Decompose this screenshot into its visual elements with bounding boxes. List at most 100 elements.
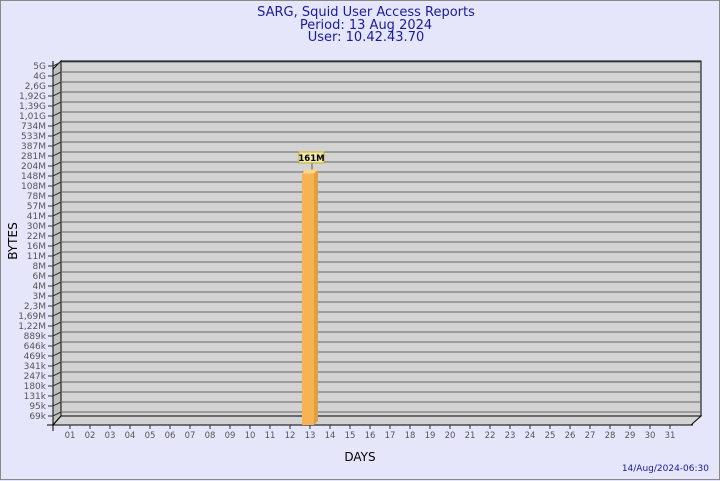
x-tick-label: 20 [445, 431, 456, 441]
y-tick-label: 30M [27, 222, 46, 232]
y-tick-label: 11M [27, 252, 46, 262]
bar-top [302, 169, 318, 174]
x-tick-label: 06 [165, 431, 176, 441]
y-tick-label: 247k [24, 372, 47, 382]
y-tick-label: 148M [21, 172, 46, 182]
y-tick [48, 411, 62, 417]
x-tick-label: 12 [285, 431, 296, 441]
x-tick-label: 24 [525, 431, 536, 441]
x-tick-label: 09 [225, 431, 236, 441]
gridlines [61, 61, 701, 413]
y-tick [48, 231, 62, 237]
x-tick-label: 30 [645, 431, 656, 441]
y-tick [48, 171, 62, 177]
x-tick-label: 21 [465, 431, 476, 441]
y-tick-label: 16M [27, 242, 46, 252]
y-tick [48, 321, 62, 327]
y-tick [48, 81, 62, 87]
y-tick-label: 4G [33, 72, 46, 82]
y-tick [48, 221, 62, 227]
y-tick-label: 2,6G [25, 82, 46, 92]
y-tick-label: 469k [24, 352, 47, 362]
y-tick-label: 131k [24, 392, 47, 402]
x-tick-label: 11 [265, 431, 276, 441]
y-tick [48, 131, 62, 137]
generated-timestamp: 14/Aug/2024-06:30 [622, 464, 709, 474]
x-tick-label: 01 [65, 431, 76, 441]
y-tick-label: 1,69M [18, 312, 46, 322]
x-tick-label: 17 [385, 431, 396, 441]
x-tick-label: 14 [325, 431, 336, 441]
y-tick [48, 401, 62, 407]
y-tick-label: 281M [21, 152, 46, 162]
x-tick-label: 02 [85, 431, 96, 441]
plot-area [47, 59, 703, 431]
x-tick-label: 07 [185, 431, 196, 441]
x-tick-label: 26 [565, 431, 576, 441]
y-tick-label: 78M [27, 192, 46, 202]
data-label-box [298, 151, 325, 164]
x-tick-label: 29 [625, 431, 636, 441]
y-tick-label: 1,39G [19, 102, 46, 112]
y-tick [48, 261, 62, 267]
y-tick-label: 3M [33, 292, 47, 302]
x-tick-label: 19 [425, 431, 436, 441]
y-tick-label: 95k [29, 402, 46, 412]
y-tick [48, 191, 62, 197]
y-axis: 5G4G2,6G1,92G1,39G1,01G734M533M387M281M2… [18, 61, 62, 422]
x-tick-label: 13 [305, 431, 316, 441]
y-tick-label: 57M [27, 202, 46, 212]
y-tick-label: 6M [33, 272, 47, 282]
y-tick [48, 241, 62, 247]
x-tick-label: 05 [145, 431, 156, 441]
y-tick [48, 141, 62, 147]
y-tick [48, 311, 62, 317]
y-tick [48, 101, 62, 107]
x-tick-label: 22 [485, 431, 496, 441]
y-tick [48, 121, 62, 127]
y-tick-label: 1,01G [19, 112, 46, 122]
y-tick-label: 204M [21, 162, 46, 172]
bars: 161M [298, 151, 325, 425]
y-tick-label: 387M [21, 142, 46, 152]
floor [51, 415, 703, 426]
bar-side [314, 169, 318, 425]
y-tick-label: 22M [27, 232, 46, 242]
y-tick [48, 351, 62, 357]
y-tick-label: 180k [24, 382, 47, 392]
x-tick-label: 03 [105, 431, 116, 441]
y-tick-label: 889k [24, 332, 47, 342]
y-tick [48, 271, 62, 277]
y-tick-label: 108M [21, 182, 46, 192]
y-tick-label: 4M [33, 282, 47, 292]
y-tick [48, 291, 62, 297]
x-tick-label: 08 [205, 431, 216, 441]
x-axis: 01 02 03 04 05 06 07 08 09 10 11 12 13 14 15 16 17 18 19 20… [65, 425, 675, 441]
y-tick [48, 381, 62, 387]
y-tick [48, 301, 62, 307]
x-tick-label: 16 [365, 431, 376, 441]
y-tick [48, 211, 62, 217]
y-tick [48, 61, 62, 67]
y-tick-label: 734M [21, 122, 46, 132]
data-label: 161M [298, 154, 324, 164]
y-tick [48, 331, 62, 337]
y-tick [48, 151, 62, 157]
x-tick-label: 25 [545, 431, 556, 441]
back-wall [60, 60, 702, 417]
chart-title: SARG, Squid User Access Reports [257, 5, 475, 20]
y-tick [48, 251, 62, 257]
y-tick-label: 1,92G [19, 92, 46, 102]
y-tick-label: 5G [33, 62, 46, 72]
x-tick-label: 10 [245, 431, 256, 441]
x-tick-label: 18 [405, 431, 416, 441]
x-tick-label: 23 [505, 431, 516, 441]
y-tick [48, 111, 62, 117]
x-tick-label: 27 [585, 431, 596, 441]
y-tick-label: 646k [24, 342, 47, 352]
y-tick [48, 91, 62, 97]
x-axis-label: DAYS [344, 450, 375, 464]
y-tick-label: 2,3M [24, 302, 46, 312]
